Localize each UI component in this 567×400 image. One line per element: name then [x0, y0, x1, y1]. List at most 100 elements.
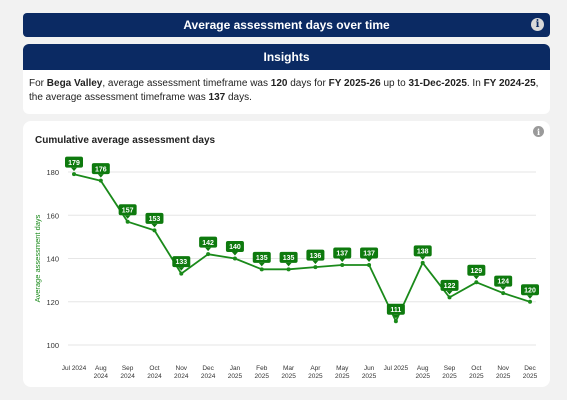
data-point[interactable]: [125, 219, 130, 224]
data-label-pointer: [500, 286, 507, 291]
y-axis-label: Average assessment days: [33, 214, 42, 302]
data-point[interactable]: [474, 280, 479, 285]
insights-title: Insights: [23, 44, 550, 70]
data-label-pointer: [97, 174, 104, 178]
data-label-bg: [360, 247, 379, 259]
y-tick-label: 180: [46, 168, 59, 177]
data-label: 157: [122, 207, 134, 214]
series-line: [73, 173, 531, 323]
y-tick-label: 100: [46, 341, 59, 350]
data-point[interactable]: [528, 299, 532, 304]
info-icon[interactable]: i: [533, 126, 544, 137]
data-label: 111: [390, 307, 401, 314]
data-point[interactable]: [501, 291, 506, 296]
data-point[interactable]: [98, 178, 103, 183]
data-label-pointer: [151, 223, 158, 228]
as-of-date: 31-Dec-2025: [408, 78, 467, 89]
x-tick-label: May 2025: [335, 365, 350, 380]
data-label-bg: [252, 251, 271, 263]
x-tick-label: Jul 2025: [384, 365, 409, 372]
data-label-pointer: [446, 290, 453, 295]
data-label-bg: [279, 251, 298, 263]
data-label-bg: [172, 256, 191, 268]
data-label-bg: [225, 241, 244, 252]
data-label: 136: [310, 253, 322, 260]
data-point[interactable]: [313, 265, 318, 270]
data-label-pointer: [71, 167, 77, 172]
data-label: 137: [363, 251, 375, 258]
data-label: 124: [497, 279, 509, 286]
data-label-bg: [413, 245, 432, 257]
line-chart: 100 120 140 160 180 Average assessment days Ju…: [33, 156, 539, 380]
section-header: Average assessment days over time i: [23, 13, 550, 37]
data-label-pointer: [419, 256, 426, 260]
x-tick-label: Feb 2025: [255, 365, 270, 380]
x-tick-label: Oct 2025: [469, 365, 484, 380]
x-tick-label: Dec 2024: [201, 365, 216, 380]
data-point[interactable]: [447, 295, 452, 300]
data-label-pointer: [124, 215, 131, 219]
data-point[interactable]: [420, 260, 425, 265]
data-point[interactable]: [286, 267, 291, 272]
data-label-bg: [306, 249, 325, 261]
x-tick-label: Mar 2025: [281, 365, 296, 380]
data-label: 122: [444, 283, 456, 290]
previous-days: 137: [208, 92, 226, 103]
y-tick-label: 160: [46, 211, 59, 220]
data-label: 137: [336, 251, 348, 258]
x-tick-label: Nov 2024: [174, 365, 189, 380]
data-label-pointer: [392, 314, 399, 319]
data-label-pointer: [205, 247, 212, 252]
data-label-bg: [199, 236, 218, 248]
data-label: 176: [95, 166, 107, 173]
data-label-pointer: [258, 262, 265, 267]
region-name: Bega Valley: [46, 78, 103, 89]
data-point[interactable]: [259, 267, 264, 272]
data-label-bg: [118, 204, 137, 216]
data-label-bg: [386, 303, 405, 315]
data-label-bg: [467, 264, 486, 276]
data-point[interactable]: [206, 252, 211, 257]
x-tick-label: Jan 2025: [228, 365, 243, 380]
chart-card: Cumulative average assessment days i 100…: [23, 121, 550, 387]
data-label-bg: [145, 212, 164, 224]
info-icon[interactable]: i: [531, 18, 544, 31]
x-tick-label: Dec 2025: [523, 365, 538, 380]
current-days: 120: [270, 78, 288, 89]
x-tick-label: Jul 2024: [62, 365, 87, 372]
data-label-pointer: [312, 260, 319, 265]
x-tick-label: Jun 2025: [362, 365, 377, 380]
data-point[interactable]: [340, 262, 345, 267]
data-point[interactable]: [152, 228, 157, 233]
data-point[interactable]: [232, 256, 237, 261]
data-label-pointer: [178, 267, 185, 271]
x-tick-label: Apr 2025: [308, 365, 323, 380]
data-point[interactable]: [72, 172, 76, 177]
previous-fy: FY 2024-25: [483, 78, 536, 89]
chart-title: Cumulative average assessment days: [35, 135, 216, 146]
data-point[interactable]: [179, 271, 184, 276]
data-label-bg: [65, 156, 83, 168]
data-label-pointer: [231, 252, 238, 256]
y-tick-label: 140: [46, 255, 59, 264]
current-fy: FY 2025-26: [328, 78, 381, 89]
data-label-bg: [440, 279, 459, 291]
x-tick-label: Aug 2024: [94, 365, 109, 380]
x-tick-label: Nov 2025: [496, 365, 511, 380]
data-label: 135: [256, 255, 268, 262]
x-tick-label: Aug 2025: [415, 365, 430, 380]
data-label-pointer: [473, 275, 480, 280]
data-label: 120: [524, 287, 536, 294]
section-title: Average assessment days over time: [183, 18, 390, 32]
data-label: 153: [149, 216, 161, 223]
data-label: 142: [202, 240, 214, 247]
data-point[interactable]: [393, 319, 398, 324]
data-label: 133: [175, 259, 187, 266]
x-tick-label: Oct 2024: [147, 365, 162, 380]
data-label-bg: [91, 163, 110, 175]
data-label-pointer: [285, 262, 292, 267]
data-point[interactable]: [367, 262, 372, 267]
data-label-pointer: [527, 295, 533, 299]
x-tick-label: Sep 2024: [120, 365, 135, 380]
data-label: 135: [283, 255, 295, 262]
